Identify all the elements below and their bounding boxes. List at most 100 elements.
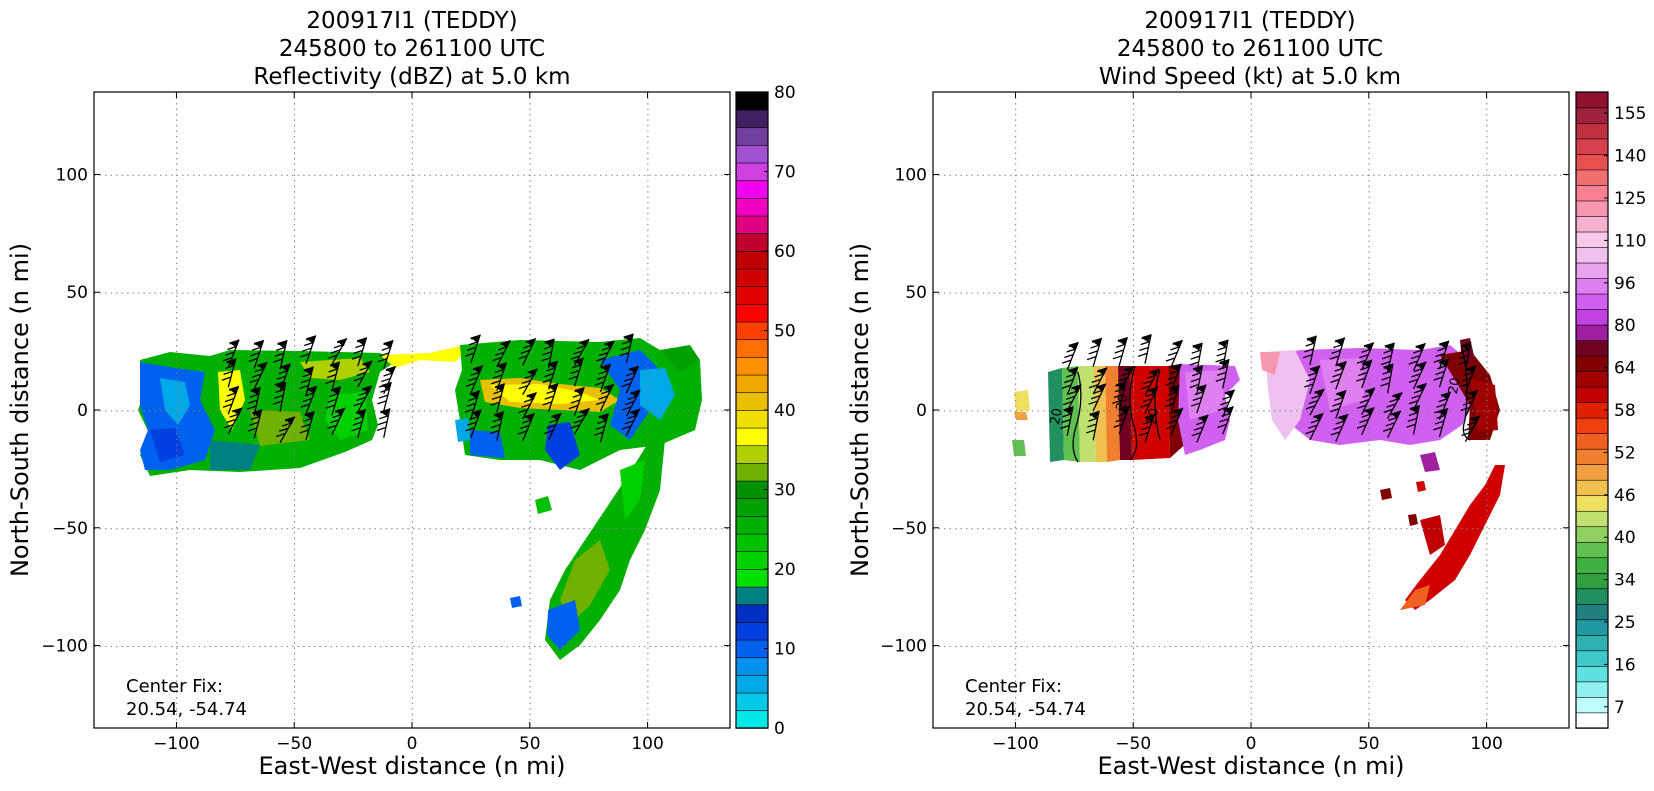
right-colorbar-tick-label: 110 <box>1614 231 1646 251</box>
left-wind-barb <box>464 334 481 364</box>
left-colorbar-bin <box>735 91 769 111</box>
left-wind-barb <box>299 410 315 441</box>
right-colorbar-bin <box>1575 417 1609 434</box>
right-colorbar-tick-label: 58 <box>1614 401 1636 421</box>
left-colorbar-bin <box>735 427 769 447</box>
right-panel: 200917I1 (TEDDY) 245800 to 261100 UTC Wi… <box>846 8 1646 780</box>
right-wind-barb <box>1113 405 1130 435</box>
right-center-fix-label: Center Fix: <box>965 676 1062 697</box>
left-y-tick-label: 0 <box>77 401 88 421</box>
right-wind-barb <box>1408 382 1427 411</box>
right-wind-barb <box>1165 339 1183 368</box>
right-colorbar-bin <box>1575 541 1609 559</box>
right-colorbar-bin <box>1575 401 1609 419</box>
left-colorbar-tick-label: 50 <box>774 322 796 342</box>
right-wind-barb <box>1086 337 1103 367</box>
left-wind-barb <box>568 357 585 387</box>
right-wind-barb <box>1380 363 1394 394</box>
left-wind-barb <box>325 361 341 391</box>
right-colorbar-bin <box>1575 324 1609 341</box>
left-wind-barb <box>490 383 506 413</box>
right-colorbar-tick-label: 25 <box>1614 613 1636 633</box>
left-colorbar-tick-label: 60 <box>774 242 796 262</box>
left-colorbar-bin <box>735 533 769 553</box>
left-wind-barb <box>300 385 318 415</box>
right-wind-barb <box>1383 391 1403 419</box>
right-colorbar-bin <box>1575 463 1609 481</box>
left-wind-barb <box>221 358 237 388</box>
right-x-tick-label: −100 <box>992 734 1039 754</box>
left-colorbar-bin <box>735 180 769 199</box>
left-colorbar-frame <box>735 91 769 729</box>
left-y-axis-label: North-South distance (n mi) <box>6 243 34 577</box>
left-colorbar-bin <box>735 462 769 482</box>
left-center-fix-value: 20.54, -54.74 <box>126 699 247 720</box>
right-colorbar-bin <box>1575 339 1609 357</box>
left-wind-barb <box>247 409 263 439</box>
left-colorbar-bin <box>735 445 769 464</box>
right-colorbar-bin <box>1575 588 1609 605</box>
left-wind-barb <box>327 337 348 365</box>
right-colorbar-bin <box>1575 712 1609 729</box>
left-colorbar-bin <box>735 109 769 129</box>
right-wind-barb <box>1380 342 1395 373</box>
left-wind-barb <box>518 368 538 396</box>
right-colorbar-tick-label: 34 <box>1614 571 1636 591</box>
right-wind-barb <box>1139 413 1156 443</box>
right-wind-barb <box>1140 368 1160 396</box>
left-wind-barb <box>351 337 368 367</box>
left-wind-barb <box>299 366 314 396</box>
right-colorbar-tick-label: 7 <box>1614 698 1625 718</box>
right-wind-barb <box>1459 365 1477 394</box>
right-wind-barb <box>1460 389 1479 418</box>
right-wind-barb <box>1433 407 1449 438</box>
right-colorbar-bin <box>1575 107 1609 124</box>
right-colorbar-tick-label: 46 <box>1614 486 1636 506</box>
right-y-axis-label: North-South distance (n mi) <box>846 243 874 577</box>
left-wind-barb <box>376 408 391 438</box>
left-wind-barb <box>568 386 585 416</box>
left-colorbar-bin <box>735 339 769 358</box>
left-colorbar-bin <box>735 515 769 535</box>
left-colorbar-tick-label: 40 <box>774 401 796 421</box>
right-colorbar-tick-label: 16 <box>1614 655 1636 675</box>
left-wind-barbs <box>221 333 641 443</box>
left-colorbar-bin <box>735 215 769 235</box>
left-colorbar-bin <box>735 551 769 570</box>
right-colorbar-tick-label: 140 <box>1614 147 1646 167</box>
left-plot-area: −100 −50 0 50 100 −100 −50 0 50 100 Center Fix: 2… <box>41 91 731 754</box>
right-x-axis-label: East-West distance (n mi) <box>1097 752 1404 780</box>
left-colorbar-bin <box>735 356 769 376</box>
left-colorbar-bin <box>735 657 769 676</box>
left-wind-barb <box>464 390 481 420</box>
right-wind-barb <box>1305 388 1325 416</box>
left-colorbar-tick-label: 70 <box>774 163 796 183</box>
right-x-tick-label: −50 <box>1115 734 1151 754</box>
left-colorbar-bin <box>735 710 769 729</box>
left-colorbar-bin <box>735 321 769 341</box>
left-panel: 200917I1 (TEDDY) 245800 to 261100 UTC Re… <box>6 8 796 780</box>
right-colorbar: 7 16 25 34 40 46 52 58 64 80 96 110 125 140 155 <box>1575 91 1646 729</box>
left-colorbar-bin <box>735 374 769 394</box>
left-colorbar-tick-label: 0 <box>774 719 785 739</box>
right-wind-barb <box>1217 389 1235 418</box>
left-colorbar-tick-label: 20 <box>774 560 796 580</box>
right-wind-barb <box>1112 381 1127 411</box>
right-wind-barb <box>1382 410 1402 438</box>
right-y-tick-label: 50 <box>905 283 927 303</box>
left-wind-barb <box>351 408 367 439</box>
left-colorbar-bin <box>735 162 769 182</box>
left-wind-barb <box>276 416 296 443</box>
left-colorbar-bin <box>735 498 769 517</box>
right-colorbar-bin <box>1575 355 1609 372</box>
left-wind-barb <box>570 407 591 435</box>
right-wind-barb <box>1406 405 1421 435</box>
right-wind-barb <box>1061 366 1079 396</box>
left-colorbar-bin <box>735 639 769 659</box>
right-colorbar-bin <box>1575 696 1609 714</box>
left-colorbar-bin <box>735 286 769 305</box>
right-colorbar-bin <box>1575 293 1609 310</box>
right-wind-barb <box>1217 405 1234 435</box>
